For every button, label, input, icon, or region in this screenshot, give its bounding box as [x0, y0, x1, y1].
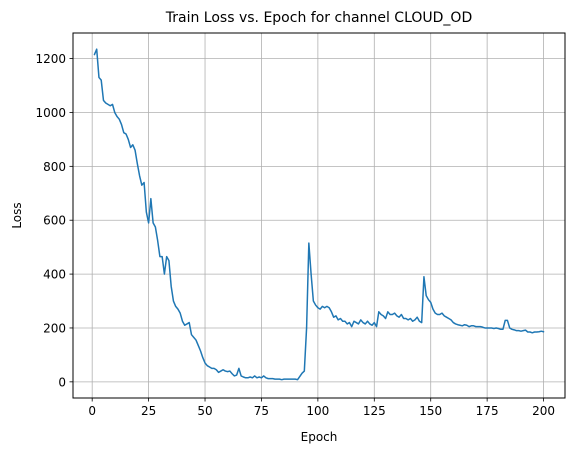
x-tick-label: 50: [197, 404, 212, 418]
loss-series-line: [93, 48, 545, 381]
y-axis-title: Loss: [10, 202, 24, 228]
chart-title: Train Loss vs. Epoch for channel CLOUD_O…: [165, 10, 472, 26]
x-tick-label: 125: [363, 404, 386, 418]
y-tick-label: 200: [43, 321, 66, 335]
x-axis-title: Epoch: [301, 430, 338, 444]
y-tick-label: 800: [43, 160, 66, 174]
x-tick-label: 100: [306, 404, 329, 418]
x-tick-label: 150: [419, 404, 442, 418]
series-layer: [93, 48, 545, 381]
x-tick-label: 0: [88, 404, 96, 418]
x-tick-label: 175: [476, 404, 499, 418]
x-tick-label: 75: [254, 404, 269, 418]
x-tick-label: 25: [141, 404, 156, 418]
y-tick-label: 1000: [35, 106, 66, 120]
axis-ticks: 0 25 50 75 100 125 150 175 200 0 200 400 600 800 1000 1…: [35, 52, 555, 418]
grid-lines: [73, 33, 565, 398]
plot-frame: [72, 32, 566, 399]
y-tick-label: 400: [43, 268, 66, 282]
y-tick-label: 0: [58, 375, 66, 389]
x-tick-label: 200: [532, 404, 555, 418]
y-tick-label: 1200: [35, 52, 66, 66]
y-tick-label: 600: [43, 214, 66, 228]
